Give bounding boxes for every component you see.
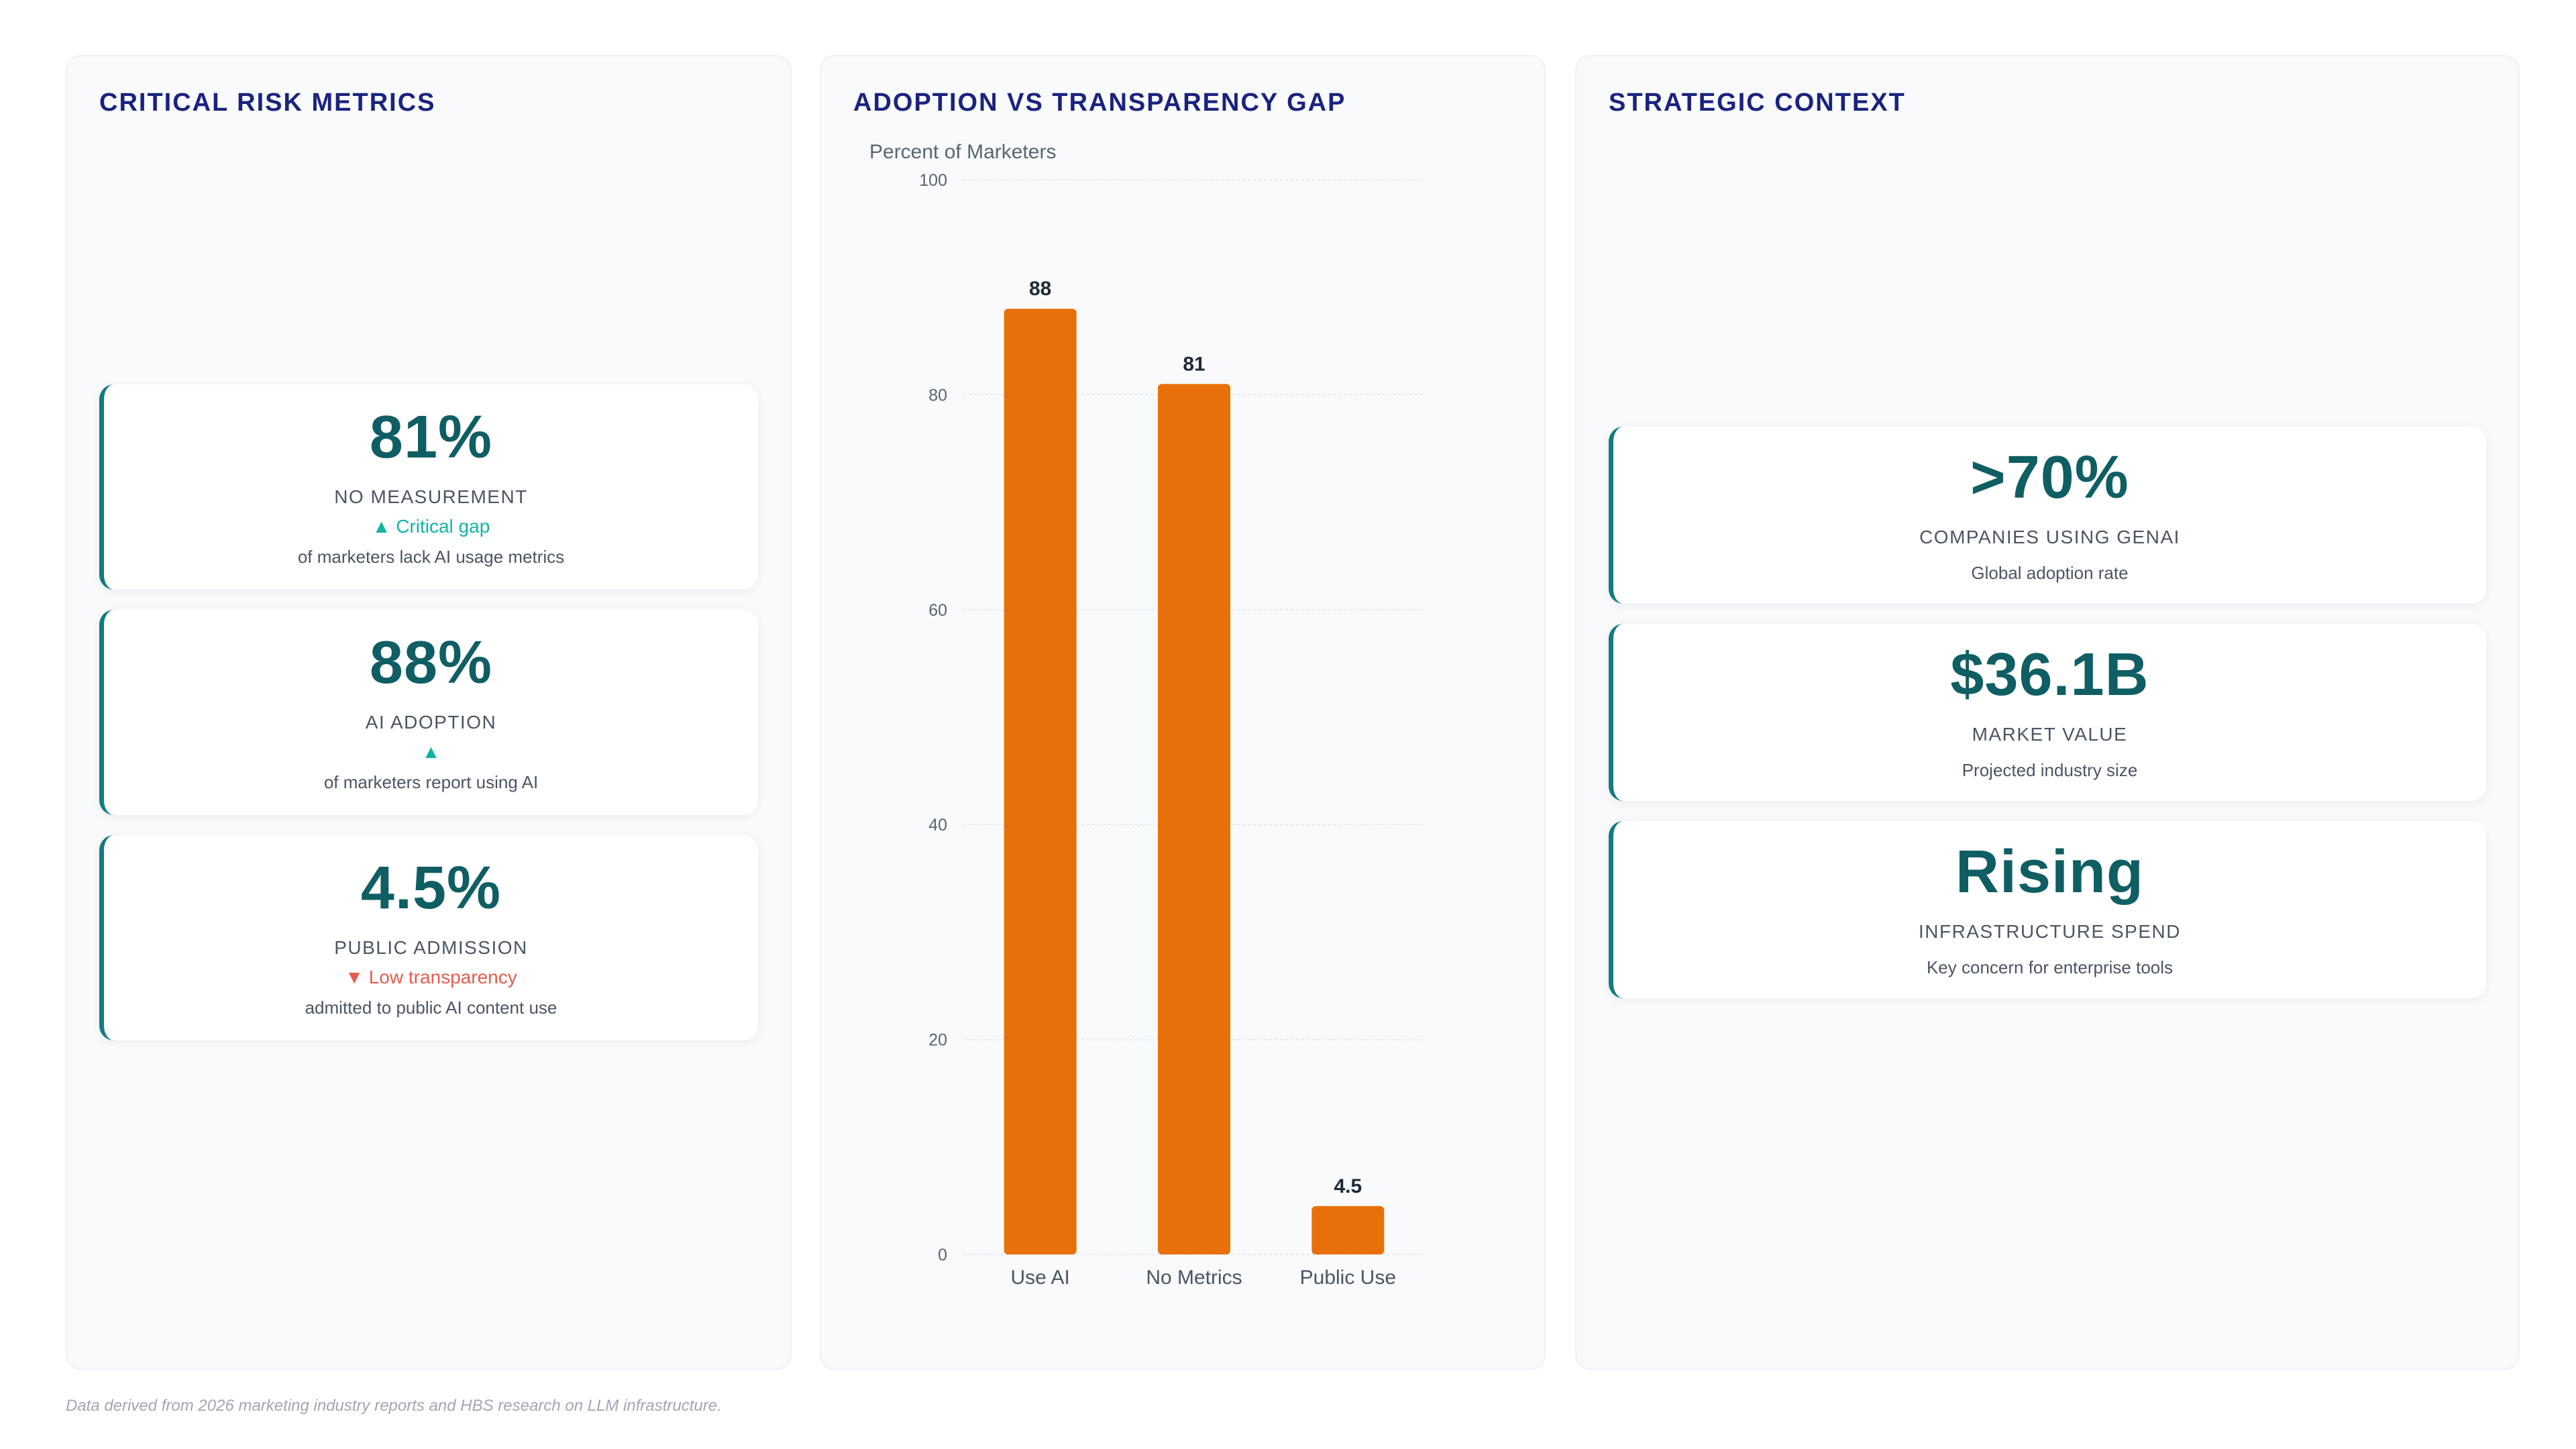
y-tick-label: 0 xyxy=(938,1246,947,1265)
x-tick-label: No Metrics xyxy=(1146,1267,1242,1289)
context-card-market-value: $36.1B MARKET VALUE Projected industry s… xyxy=(1609,624,2486,801)
metric-label: NO MEASUREMENT xyxy=(334,486,528,507)
metric-card-public-admission: 4.5% PUBLIC ADMISSION ▼ Low transparency… xyxy=(99,835,758,1040)
metric-description: of marketers lack AI usage metrics xyxy=(297,546,565,567)
trend-indicator: ▲ xyxy=(421,741,441,762)
bar-chart: Percent of Marketers 0 20 40 60 80 100 88 Use AI… xyxy=(869,141,1425,1289)
bar xyxy=(1158,384,1230,1254)
metric-value: 81% xyxy=(369,403,493,471)
panel-title: STRATEGIC CONTEXT xyxy=(1609,89,1906,117)
trend-indicator: ▲ Critical gap xyxy=(372,515,490,537)
bar xyxy=(1004,309,1077,1254)
critical-risk-metrics-panel: CRITICAL RISK METRICS 81% NO MEASUREMENT… xyxy=(66,55,792,1370)
panel-title: ADOPTION VS TRANSPARENCY GAP xyxy=(853,89,1346,117)
x-tick-label: Use AI xyxy=(1010,1267,1069,1289)
bar-data-label: 4.5 xyxy=(1334,1175,1362,1197)
metric-card-no-measurement: 81% NO MEASUREMENT ▲ Critical gap of mar… xyxy=(99,384,758,590)
adoption-transparency-chart-panel: ADOPTION VS TRANSPARENCY GAP Percent of … xyxy=(820,55,1546,1370)
metric-description: admitted to public AI content use xyxy=(305,997,557,1018)
metric-label: AI ADOPTION xyxy=(365,711,497,733)
x-tick-label: Public Use xyxy=(1300,1267,1396,1289)
y-tick-label: 80 xyxy=(928,386,947,405)
context-label: MARKET VALUE xyxy=(1972,723,2128,745)
y-tick-label: 60 xyxy=(928,601,947,620)
context-description: Projected industry size xyxy=(1962,759,2138,780)
y-tick-label: 100 xyxy=(919,171,947,190)
context-description: Key concern for enterprise tools xyxy=(1926,957,2174,977)
metric-card-ai-adoption: 88% AI ADOPTION ▲ of marketers report us… xyxy=(99,610,758,815)
context-value: $36.1B xyxy=(1950,641,2149,708)
strategic-context-panel: STRATEGIC CONTEXT >70% COMPANIES USING G… xyxy=(1575,55,2520,1370)
metric-label: PUBLIC ADMISSION xyxy=(334,936,528,958)
bar-data-label: 81 xyxy=(1183,353,1205,375)
y-axis-label: Percent of Marketers xyxy=(869,141,1056,163)
context-card-infrastructure-spend: Rising INFRASTRUCTURE SPEND Key concern … xyxy=(1609,821,2486,998)
context-label: COMPANIES USING GENAI xyxy=(1919,526,2180,547)
context-label: INFRASTRUCTURE SPEND xyxy=(1919,920,2181,942)
footer-source-note: Data derived from 2026 marketing industr… xyxy=(66,1397,722,1415)
panel-title: CRITICAL RISK METRICS xyxy=(99,89,436,117)
trend-indicator: ▼ Low transparency xyxy=(345,966,517,987)
context-value: Rising xyxy=(1955,838,2144,906)
y-tick-label: 20 xyxy=(928,1031,947,1050)
bar xyxy=(1311,1205,1385,1254)
context-card-genai-companies: >70% COMPANIES USING GENAI Global adopti… xyxy=(1609,427,2486,604)
bar-data-label: 88 xyxy=(1029,278,1051,300)
context-value: >70% xyxy=(1970,443,2129,511)
context-description: Global adoption rate xyxy=(1971,562,2129,583)
metric-description: of marketers report using AI xyxy=(323,771,539,792)
y-tick-label: 40 xyxy=(928,816,947,835)
metric-value: 88% xyxy=(369,629,493,696)
metric-value: 4.5% xyxy=(360,854,502,922)
